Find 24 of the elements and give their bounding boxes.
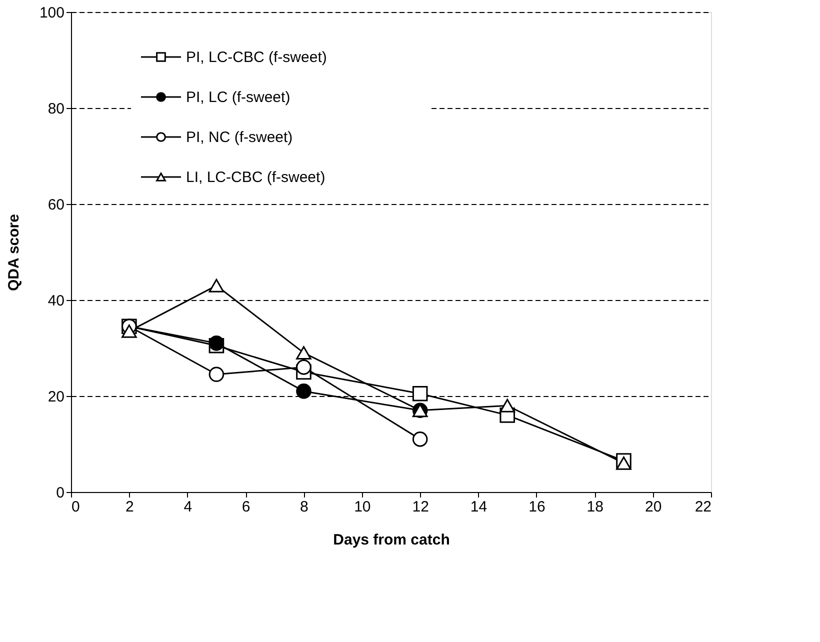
x-tick-label: 2 (126, 498, 134, 516)
x-tick-label: 8 (300, 498, 308, 516)
x-tick-label: 12 (412, 498, 429, 516)
x-tick-label: 20 (644, 498, 662, 516)
legend-label: PI, LC-CBC (f-sweet) (186, 49, 327, 66)
legend-label: PI, NC (f-sweet) (186, 129, 293, 146)
y-tick-label: 20 (48, 388, 64, 406)
x-tick-label: 4 (184, 498, 192, 516)
x-tick-label: 6 (242, 498, 250, 516)
x-tick-label: 16 (528, 498, 546, 516)
y-tick-label: 40 (48, 292, 64, 310)
x-tick-label: 14 (470, 498, 488, 516)
x-tick-label: 18 (586, 498, 604, 516)
x-tick-label: 0 (72, 498, 80, 516)
x-tick-label: 10 (354, 498, 371, 516)
legend-label: LI, LC-CBC (f-sweet) (186, 169, 326, 186)
y-tick-label: 80 (48, 100, 64, 118)
y-tick-label: 0 (56, 484, 64, 502)
y-tick-label: 60 (48, 196, 64, 214)
x-tick-label: 22 (694, 498, 712, 516)
y-axis-title: QDA score (5, 214, 22, 291)
y-tick-label: 100 (39, 4, 64, 22)
legend-label: PI, LC (f-sweet) (186, 89, 290, 106)
x-axis-title: Days from catch (333, 532, 450, 548)
